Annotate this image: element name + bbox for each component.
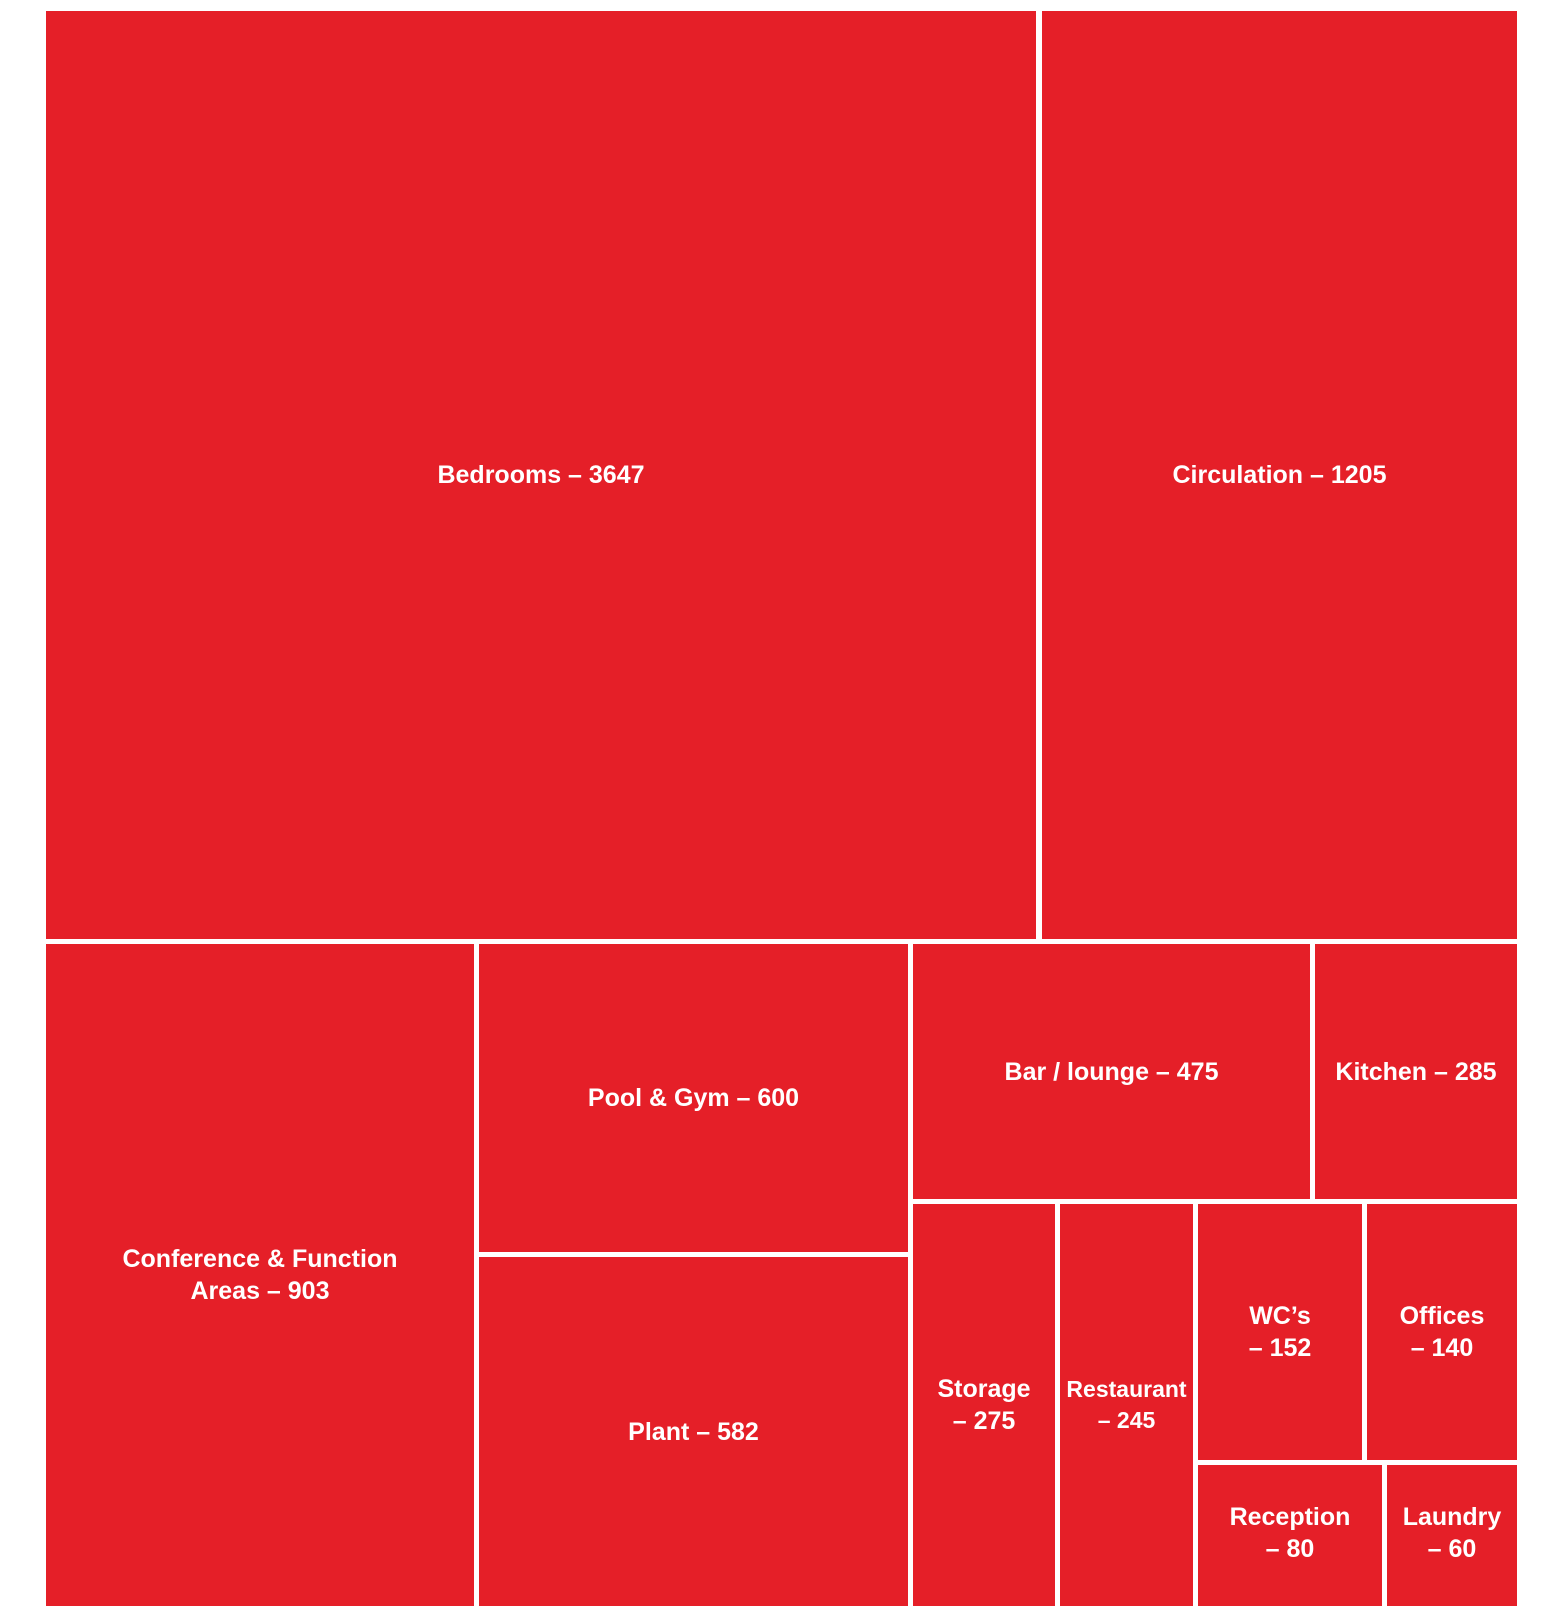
treemap-label-offices: Offices – 140 bbox=[1400, 1300, 1485, 1364]
treemap-label-line: – 140 bbox=[1410, 1334, 1474, 1362]
treemap-cell-pool-gym: Pool & Gym – 600 bbox=[479, 944, 908, 1252]
treemap-label-restaurant: Restaurant – 245 bbox=[1066, 1374, 1186, 1436]
treemap-label-line: Reception bbox=[1229, 1503, 1351, 1531]
treemap-cell-laundry: Laundry – 60 bbox=[1387, 1465, 1517, 1606]
treemap-label-line: – 80 bbox=[1265, 1535, 1315, 1563]
treemap-cell-offices: Offices – 140 bbox=[1367, 1204, 1517, 1460]
treemap-cell-bar-lounge: Bar / lounge – 475 bbox=[913, 944, 1310, 1199]
treemap-label-line: Storage bbox=[937, 1375, 1031, 1403]
treemap-label-kitchen: Kitchen – 285 bbox=[1335, 1056, 1496, 1088]
treemap-label-plant: Plant – 582 bbox=[628, 1416, 759, 1448]
treemap-label-line: Plant – 582 bbox=[628, 1417, 759, 1446]
treemap-label-pool-gym: Pool & Gym – 600 bbox=[588, 1082, 799, 1114]
treemap-label-line: – 245 bbox=[1097, 1407, 1156, 1433]
treemap-cell-restaurant: Restaurant – 245 bbox=[1060, 1204, 1193, 1606]
treemap-label-line: Areas – 903 bbox=[190, 1277, 330, 1305]
treemap-label-line: WC’s bbox=[1249, 1302, 1311, 1330]
treemap-label-bar-lounge: Bar / lounge – 475 bbox=[1005, 1056, 1219, 1088]
treemap-cell-storage: Storage – 275 bbox=[913, 1204, 1055, 1606]
treemap-cell-reception: Reception – 80 bbox=[1198, 1465, 1382, 1606]
treemap-label-line: Kitchen – 285 bbox=[1335, 1058, 1497, 1086]
treemap-label-wcs: WC’s – 152 bbox=[1249, 1300, 1312, 1364]
treemap-label-reception: Reception – 80 bbox=[1230, 1501, 1351, 1565]
treemap-label-line: Restaurant bbox=[1066, 1376, 1187, 1402]
treemap-label-conference: Conference & Function Areas – 903 bbox=[122, 1243, 397, 1307]
treemap-label-line: Conference & Function bbox=[122, 1245, 398, 1273]
treemap-cell-circulation: Circulation – 1205 bbox=[1042, 11, 1517, 939]
treemap-label-laundry: Laundry – 60 bbox=[1403, 1501, 1502, 1565]
treemap-cell-kitchen: Kitchen – 285 bbox=[1315, 944, 1517, 1199]
treemap-cell-bedrooms: Bedrooms – 3647 bbox=[46, 11, 1036, 939]
treemap-cell-conference: Conference & Function Areas – 903 bbox=[46, 944, 474, 1606]
treemap-label-storage: Storage – 275 bbox=[937, 1373, 1030, 1437]
treemap-label-line: Laundry bbox=[1402, 1503, 1502, 1531]
treemap-cell-plant: Plant – 582 bbox=[479, 1257, 908, 1606]
treemap-label-line: – 275 bbox=[952, 1407, 1016, 1435]
treemap-cell-wcs: WC’s – 152 bbox=[1198, 1204, 1362, 1460]
treemap-label-bedrooms: Bedrooms – 3647 bbox=[437, 459, 644, 491]
treemap-label-line: Bedrooms – 3647 bbox=[437, 461, 645, 489]
treemap-label-circulation: Circulation – 1205 bbox=[1173, 459, 1387, 491]
treemap-label-line: Pool & Gym – 600 bbox=[587, 1084, 800, 1112]
treemap-label-line: Circulation – 1205 bbox=[1172, 461, 1387, 489]
treemap-label-line: Offices bbox=[1399, 1302, 1485, 1330]
treemap-label-line: – 152 bbox=[1248, 1334, 1312, 1362]
treemap-label-line: – 60 bbox=[1427, 1535, 1477, 1563]
treemap-label-line: Bar / lounge – 475 bbox=[1004, 1058, 1219, 1086]
